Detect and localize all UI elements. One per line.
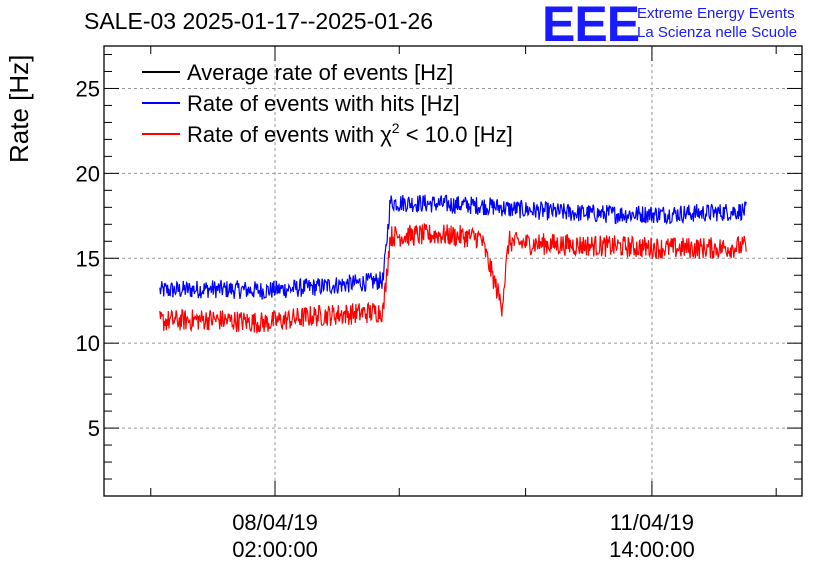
- x-tick-label-time: 14:00:00: [609, 537, 695, 562]
- y-tick-label: 15: [76, 246, 100, 271]
- legend-label-0: Average rate of events [Hz]: [187, 60, 453, 85]
- legend-label-2: Rate of events with χ2 < 10.0 [Hz]: [187, 120, 513, 147]
- y-tick-label: 20: [76, 161, 100, 186]
- series-line-2: [159, 222, 747, 334]
- plot-frame: [103, 45, 803, 497]
- x-tick-label-date: 08/04/19: [232, 510, 318, 535]
- logo-line-extreme-energy-events: Extreme Energy Events: [637, 5, 795, 22]
- y-tick-label: 25: [76, 76, 100, 101]
- eee-logo: EEE: [542, 0, 640, 52]
- chart-title: SALE-03 2025-01-17--2025-01-26: [84, 8, 434, 34]
- y-tick-label: 5: [88, 416, 100, 441]
- series-line-1: [159, 194, 747, 300]
- legend-label-1: Rate of events with hits [Hz]: [187, 91, 460, 116]
- x-tick-label-date: 11/04/19: [610, 510, 694, 535]
- y-tick-label: 10: [76, 331, 100, 356]
- logo-line-scienza-scuole: La Scienza nelle Scuole: [637, 24, 798, 41]
- x-tick-label-time: 02:00:00: [232, 537, 318, 562]
